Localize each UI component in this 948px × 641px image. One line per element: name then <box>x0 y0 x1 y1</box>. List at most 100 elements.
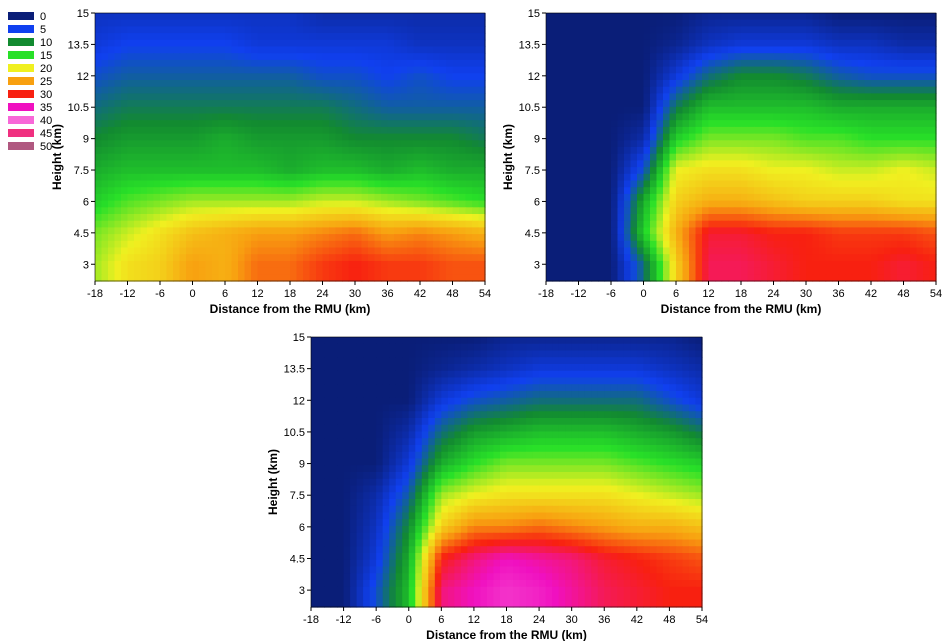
heatmap-cell <box>277 173 285 182</box>
heatmap-cell <box>173 66 181 74</box>
heatmap-cell <box>153 167 161 175</box>
heatmap-cell <box>121 173 129 182</box>
heatmap-cell <box>400 93 408 101</box>
heatmap-cell <box>767 100 775 108</box>
heatmap-cell <box>689 227 697 235</box>
heatmap-cell <box>251 173 259 182</box>
heatmap-cell <box>617 26 625 34</box>
heatmap-cell <box>773 46 781 54</box>
x-tick-label: 18 <box>284 288 296 300</box>
heatmap-cell <box>715 59 723 68</box>
heatmap-cell <box>426 234 434 242</box>
heatmap-cell <box>270 33 278 41</box>
heatmap-cell <box>179 73 187 81</box>
heatmap-cell <box>682 66 690 74</box>
heatmap-cell <box>747 13 755 21</box>
heatmap-cell <box>780 120 788 128</box>
heatmap-cell <box>231 220 239 228</box>
heatmap-cell <box>793 173 801 182</box>
heatmap-cell <box>786 80 794 88</box>
heatmap-cell <box>728 160 736 168</box>
heatmap-cell <box>890 100 898 108</box>
heatmap-cell <box>179 227 187 235</box>
heatmap-cell <box>166 147 174 155</box>
heatmap-cell <box>478 260 486 269</box>
heatmap-cell <box>903 267 911 275</box>
heatmap-cell <box>381 73 389 81</box>
heatmap-cell <box>225 33 233 41</box>
heatmap-cell <box>296 274 304 282</box>
heatmap-cell <box>290 140 298 148</box>
heatmap-cell <box>598 33 606 41</box>
heatmap-cell <box>153 19 161 27</box>
heatmap-cell <box>611 106 619 115</box>
heatmap-cell <box>773 173 781 182</box>
heatmap-cell <box>264 234 272 242</box>
heatmap-cell <box>832 120 840 128</box>
heatmap-cell <box>721 220 729 228</box>
heatmap-cell <box>316 39 324 48</box>
heatmap-cell <box>355 53 363 61</box>
heatmap-cell <box>251 240 259 249</box>
heatmap-cell <box>682 86 690 94</box>
heatmap-cell <box>669 59 677 68</box>
heatmap-cell <box>486 337 495 345</box>
heatmap-cell <box>244 160 252 168</box>
heatmap-cell <box>95 73 103 81</box>
heatmap-cell <box>465 207 473 215</box>
heatmap-cell <box>121 187 129 195</box>
heatmap-cell <box>630 220 638 228</box>
y-tick-label: 10.5 <box>68 102 89 114</box>
heatmap-cell <box>617 274 625 282</box>
heatmap-cell <box>166 274 174 282</box>
heatmap-cell <box>264 240 272 249</box>
heatmap-cell <box>650 214 658 222</box>
heatmap-cell <box>478 254 486 262</box>
heatmap-cell <box>695 207 703 215</box>
heatmap-cell <box>864 106 872 115</box>
heatmap-cell <box>361 93 369 101</box>
heatmap-cell <box>916 66 924 74</box>
heatmap-cell <box>121 227 129 235</box>
heatmap-cell <box>806 113 814 121</box>
heatmap-cell <box>845 19 853 27</box>
heatmap-cell <box>400 46 408 54</box>
heatmap-cell <box>702 234 710 242</box>
heatmap-cell <box>923 113 931 121</box>
heatmap-cell <box>682 180 690 188</box>
heatmap-cell <box>663 113 671 121</box>
heatmap-cell <box>656 59 664 68</box>
heatmap-cell <box>643 337 651 345</box>
heatmap-cell <box>95 214 103 222</box>
heatmap-cell <box>624 120 632 128</box>
heatmap-cell <box>851 106 859 115</box>
heatmap-cell <box>819 46 827 54</box>
heatmap-cell <box>303 26 311 34</box>
heatmap-cell <box>624 187 632 195</box>
heatmap-cell <box>871 220 879 228</box>
heatmap-cell <box>851 140 859 148</box>
heatmap-cell <box>585 113 593 121</box>
heatmap-cell <box>890 120 898 128</box>
heatmap-cell <box>238 93 246 101</box>
heatmap-cell <box>160 26 168 34</box>
heatmap-cell <box>433 106 441 115</box>
heatmap-cell <box>218 80 226 88</box>
heatmap-cell <box>127 86 135 94</box>
heatmap-cell <box>173 214 181 222</box>
heatmap-cell <box>760 19 768 27</box>
heatmap-cell <box>858 33 866 41</box>
heatmap-cell <box>348 46 356 54</box>
heatmap-cell <box>277 200 285 208</box>
heatmap-cell <box>400 180 408 188</box>
heatmap-cell <box>257 133 265 141</box>
heatmap-cell <box>368 214 376 222</box>
heatmap-cell <box>708 133 716 141</box>
heatmap-cell <box>929 113 937 121</box>
heatmap-cell <box>381 193 389 202</box>
heatmap-cell <box>361 106 369 115</box>
heatmap-cell <box>257 106 265 115</box>
heatmap-cell <box>747 227 755 235</box>
heatmap-cell <box>676 227 684 235</box>
heatmap-cell <box>903 133 911 141</box>
